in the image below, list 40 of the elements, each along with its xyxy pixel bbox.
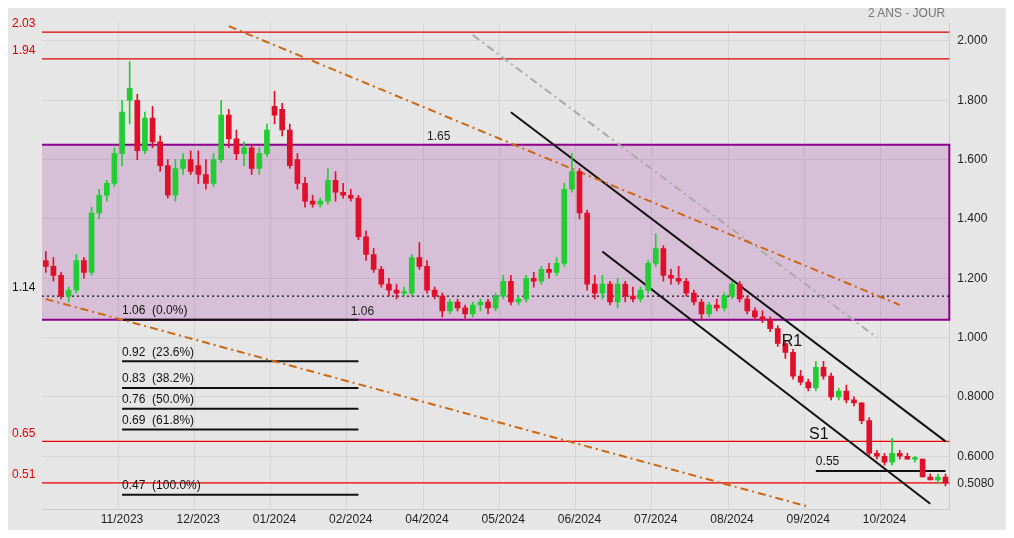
x-tick-label: 12/2023 <box>176 512 221 527</box>
series-label: 0.55 <box>815 454 840 469</box>
series-label: S1 <box>809 425 829 443</box>
x-tick-label: 04/2024 <box>405 512 450 527</box>
x-tick-label: 09/2024 <box>786 512 831 527</box>
text: 2 ANS - JOUR <box>867 5 946 20</box>
x-tick-label: 05/2024 <box>481 512 526 527</box>
ref-line-label: 1.94 <box>12 43 36 58</box>
series-label: 0.92 (23.6%) <box>122 344 195 359</box>
y-tick-label: 1.400 <box>957 211 988 226</box>
series-label: 0.83 (38.2%) <box>122 371 195 386</box>
candlestick <box>340 183 346 199</box>
x-tick-label: 01/2024 <box>252 512 297 527</box>
ref-line-label: 0.51 <box>12 467 36 482</box>
series-label: R1 <box>781 332 803 350</box>
x-tick-label: 08/2024 <box>710 512 755 527</box>
annotation: 1.65 <box>427 129 451 144</box>
ref-line-label: 0.65 <box>12 425 36 440</box>
y-tick-label: 1.600 <box>957 151 988 166</box>
ref-line-label: 1.14 <box>12 280 36 295</box>
series-label: 0.76 (50.0%) <box>122 392 195 407</box>
annotation: 1.06 <box>350 304 375 319</box>
x-tick-label: 10/2024 <box>862 512 907 527</box>
x-tick-label: 07/2024 <box>634 512 678 527</box>
y-tick-label: 0.8000 <box>957 389 995 404</box>
candlestick <box>546 263 552 279</box>
y-tick-label: 1.000 <box>957 329 988 344</box>
x-tick-label: 11/2023 <box>100 512 144 527</box>
candlestick <box>126 61 133 125</box>
y-tick-label: 1.200 <box>957 270 988 285</box>
series-label: 1.06 (0.0%) <box>122 303 188 318</box>
x-tick-label: 06/2024 <box>557 512 602 527</box>
y-tick-label: 0.6000 <box>957 448 995 463</box>
candlestick <box>668 269 674 285</box>
series-label: 0.69 (61.8%) <box>122 412 195 427</box>
ref-line-label: 2.03 <box>12 16 36 31</box>
y-tick-label: 1.800 <box>957 92 988 107</box>
y-tick-label: 0.5080 <box>957 475 995 490</box>
x-tick-label: 02/2024 <box>329 512 373 527</box>
y-tick-label: 2.000 <box>957 33 988 48</box>
